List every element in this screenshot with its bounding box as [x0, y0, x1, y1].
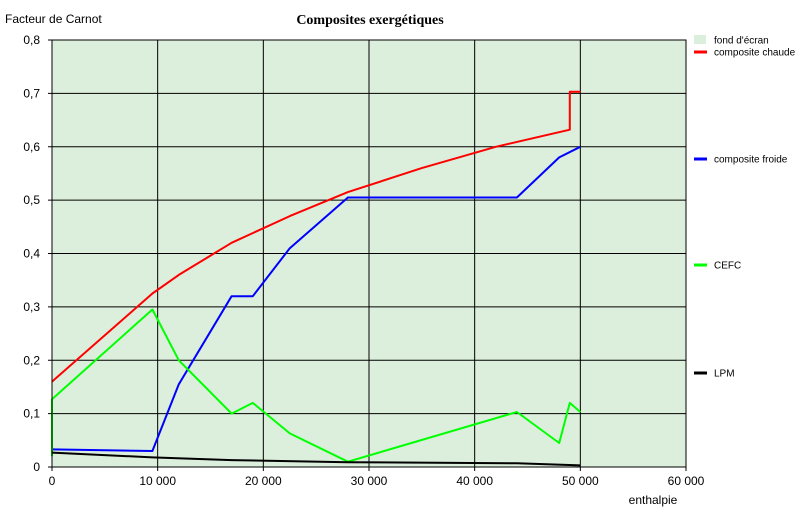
y-tick-label: 0,8	[23, 33, 40, 47]
chart-title: Composites exergétiques	[296, 13, 444, 28]
series-line-composite-chaude	[51, 90, 581, 383]
x-tick-label: 40 000	[456, 474, 493, 488]
series-line-cefc	[51, 308, 581, 463]
y-axis-ticks: 0 0,1 0,2 0,3 0,4 0,5 0,6 0,7 0,8	[23, 33, 52, 474]
x-tick-label: 20 000	[245, 474, 282, 488]
x-tick-label: 30 000	[351, 474, 388, 488]
y-tick-label: 0,3	[23, 300, 40, 314]
y-tick-label: 0,1	[23, 407, 40, 421]
x-axis-ticks: 0 10 000 20 000 30 000 40 000 50 000 60 000	[49, 467, 705, 488]
legend-label-fond-d-cran: fond d'écran	[714, 36, 769, 47]
x-tick-label: 60 000	[668, 474, 705, 488]
legend-swatch-fond-d-cran	[694, 35, 706, 44]
y-tick-label: 0,2	[23, 353, 40, 367]
x-axis-label: enthalpie	[629, 493, 678, 507]
legend-label-composite-chaude: composite chaude	[714, 48, 796, 59]
x-tick-label: 0	[49, 474, 56, 488]
y-axis-label: Facteur de Carnot	[5, 12, 102, 26]
y-tick-label: 0,7	[23, 86, 40, 100]
series-layer	[51, 90, 581, 467]
x-tick-label: 50 000	[562, 474, 599, 488]
y-tick-label: 0,5	[23, 193, 40, 207]
legend-label-composite-froide: composite froide	[714, 155, 788, 166]
x-tick-label: 10 000	[139, 474, 176, 488]
legend-label-lpm: LPM	[714, 369, 735, 380]
legend-label-cefc: CEFC	[714, 261, 741, 272]
y-tick-label: 0,6	[23, 140, 40, 154]
y-tick-label: 0,4	[23, 247, 40, 261]
y-tick-label: 0	[33, 460, 40, 474]
series-line-lpm	[51, 451, 581, 467]
series-line-composite-froide	[51, 145, 581, 452]
